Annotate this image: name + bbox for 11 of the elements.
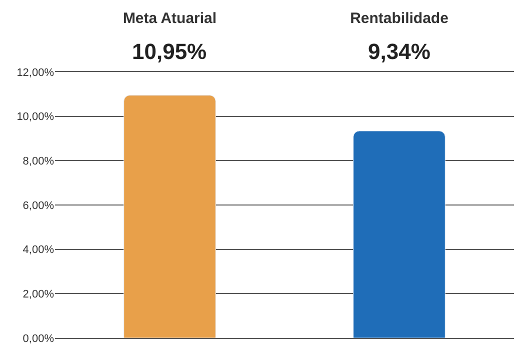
data-label: 9,34% xyxy=(368,39,430,64)
y-tick-label: 10,00% xyxy=(16,111,54,124)
y-tick-label: 0,00% xyxy=(22,332,54,345)
data-label: 10,95% xyxy=(132,39,207,64)
y-tick-label: 4,00% xyxy=(22,244,54,256)
y-tick-label: 2,00% xyxy=(22,288,54,301)
y-tick-label: 6,00% xyxy=(22,200,54,212)
y-tick-label: 12,00% xyxy=(16,66,54,79)
x-tick-label: Meta Atuarial xyxy=(122,10,217,28)
y-tick-label: 8,00% xyxy=(22,156,54,168)
x-tick-label: Rentabilidade xyxy=(350,10,448,28)
